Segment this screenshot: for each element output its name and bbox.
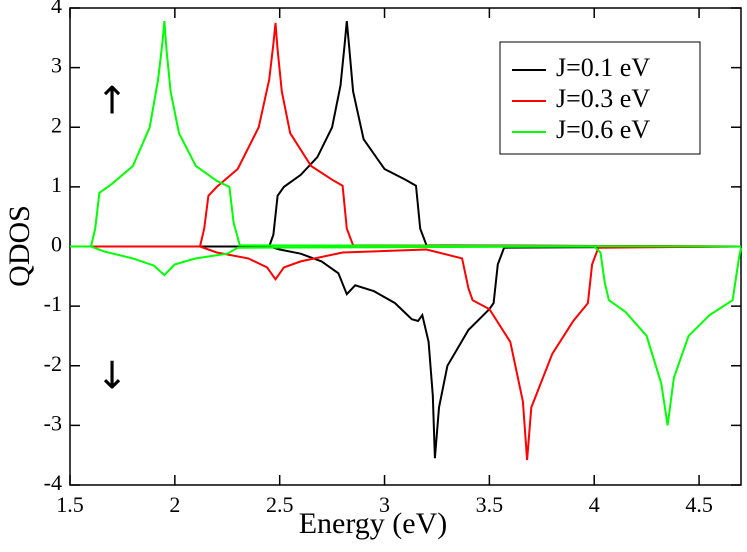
x-tick-label: 4	[589, 492, 600, 517]
legend-box	[499, 41, 701, 155]
series-line	[70, 21, 742, 248]
y-tick-label: -2	[44, 351, 62, 376]
y-tick-label: 4	[51, 0, 62, 18]
x-tick-label: 3	[379, 492, 390, 517]
y-tick-label: 0	[51, 232, 62, 257]
x-tick-label: 2.5	[266, 492, 294, 517]
x-tick-label: 3.5	[476, 492, 504, 517]
y-tick-label: -3	[44, 410, 62, 435]
series-line	[70, 22, 742, 248]
y-axis-label: QDOS	[3, 205, 36, 287]
x-axis-label: Energy (eV)	[299, 507, 448, 540]
series-line	[70, 245, 742, 426]
y-tick-label: -1	[44, 291, 62, 316]
y-tick-label: 3	[51, 53, 62, 78]
x-tick-label: 2	[169, 492, 180, 517]
legend-label: J=0.3 eV	[556, 84, 650, 113]
x-tick-label: 1.5	[56, 492, 84, 517]
y-tick-label: 1	[51, 172, 62, 197]
x-tick-label: 4.5	[685, 492, 713, 517]
annotation: ↑	[96, 79, 128, 123]
legend-label: J=0.6 eV	[556, 115, 650, 144]
legend-label: J=0.1 eV	[556, 53, 650, 82]
y-tick-label: -4	[44, 470, 62, 495]
series-line	[70, 245, 742, 461]
series-line	[70, 21, 742, 248]
annotation: ↓	[96, 354, 128, 398]
y-tick-label: 2	[51, 112, 62, 137]
series-line	[70, 245, 742, 459]
